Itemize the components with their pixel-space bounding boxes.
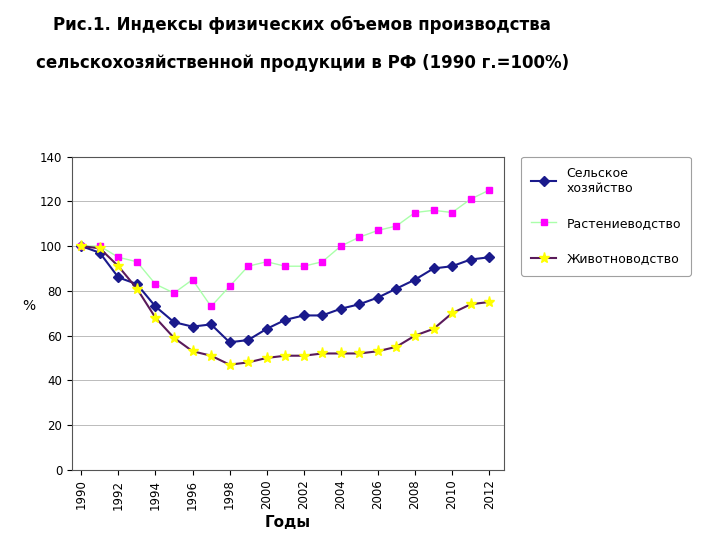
Сельское
хозяйство — [374, 294, 382, 301]
Растениеводство — [410, 210, 419, 216]
Line: Животноводство: Животноводство — [76, 240, 495, 370]
Сельское
хозяйство — [262, 326, 271, 332]
Животноводство — [300, 353, 308, 359]
Растениеводство — [300, 263, 308, 269]
Сельское
хозяйство — [467, 256, 475, 263]
Растениеводство — [77, 243, 86, 249]
Сельское
хозяйство — [96, 249, 104, 256]
Животноводство — [467, 301, 475, 307]
Животноводство — [244, 359, 253, 366]
Сельское
хозяйство — [336, 306, 345, 312]
Сельское
хозяйство — [132, 281, 141, 287]
Животноводство — [207, 353, 215, 359]
Животноводство — [77, 243, 86, 249]
Сельское
хозяйство — [151, 303, 160, 310]
Животноводство — [429, 326, 438, 332]
Сельское
хозяйство — [429, 265, 438, 272]
Растениеводство — [318, 259, 327, 265]
Растениеводство — [225, 283, 234, 289]
Растениеводство — [151, 281, 160, 287]
Животноводство — [374, 348, 382, 354]
Сельское
хозяйство — [318, 312, 327, 319]
Растениеводство — [281, 263, 289, 269]
Животноводство — [485, 299, 493, 305]
Растениеводство — [392, 222, 401, 229]
Животноводство — [281, 353, 289, 359]
Животноводство — [132, 285, 141, 292]
Line: Сельское
хозяйство: Сельское хозяйство — [78, 242, 492, 346]
Животноводство — [318, 350, 327, 357]
Животноводство — [410, 332, 419, 339]
Растениеводство — [355, 234, 364, 240]
Животноводство — [96, 245, 104, 252]
Сельское
хозяйство — [410, 276, 419, 283]
Растениеводство — [244, 263, 253, 269]
Legend: Сельское
хозяйство, Растениеводство, Животноводство: Сельское хозяйство, Растениеводство, Жив… — [521, 157, 690, 275]
Животноводство — [188, 348, 197, 354]
Y-axis label: %: % — [22, 299, 35, 313]
Сельское
хозяйство — [392, 285, 401, 292]
Растениеводство — [374, 227, 382, 234]
Растениеводство — [114, 254, 122, 260]
Животноводство — [355, 350, 364, 357]
Растениеводство — [485, 187, 493, 193]
Сельское
хозяйство — [77, 243, 86, 249]
Растениеводство — [429, 207, 438, 213]
Животноводство — [170, 335, 179, 341]
Животноводство — [114, 263, 122, 269]
Line: Растениеводство: Растениеводство — [78, 187, 492, 310]
Животноводство — [392, 343, 401, 350]
Растениеводство — [448, 210, 456, 216]
Сельское
хозяйство — [244, 337, 253, 343]
Text: Рис.1. Индексы физических объемов производства: Рис.1. Индексы физических объемов произв… — [53, 16, 552, 35]
Сельское
хозяйство — [300, 312, 308, 319]
Животноводство — [225, 361, 234, 368]
Сельское
хозяйство — [225, 339, 234, 346]
Сельское
хозяйство — [114, 274, 122, 281]
Растениеводство — [170, 290, 179, 296]
Text: сельскохозяйственной продукции в РФ (1990 г.=100%): сельскохозяйственной продукции в РФ (199… — [36, 54, 569, 72]
Сельское
хозяйство — [448, 263, 456, 269]
Сельское
хозяйство — [207, 321, 215, 328]
Животноводство — [262, 355, 271, 361]
Растениеводство — [188, 276, 197, 283]
Сельское
хозяйство — [170, 319, 179, 326]
Сельское
хозяйство — [355, 301, 364, 307]
Сельское
хозяйство — [188, 323, 197, 330]
Животноводство — [448, 310, 456, 316]
Растениеводство — [96, 243, 104, 249]
Растениеводство — [467, 196, 475, 202]
Животноводство — [336, 350, 345, 357]
Растениеводство — [132, 259, 141, 265]
Животноводство — [151, 314, 160, 321]
Сельское
хозяйство — [281, 316, 289, 323]
Сельское
хозяйство — [485, 254, 493, 260]
X-axis label: Годы: Годы — [265, 515, 311, 530]
Растениеводство — [262, 259, 271, 265]
Растениеводство — [207, 303, 215, 310]
Растениеводство — [336, 243, 345, 249]
